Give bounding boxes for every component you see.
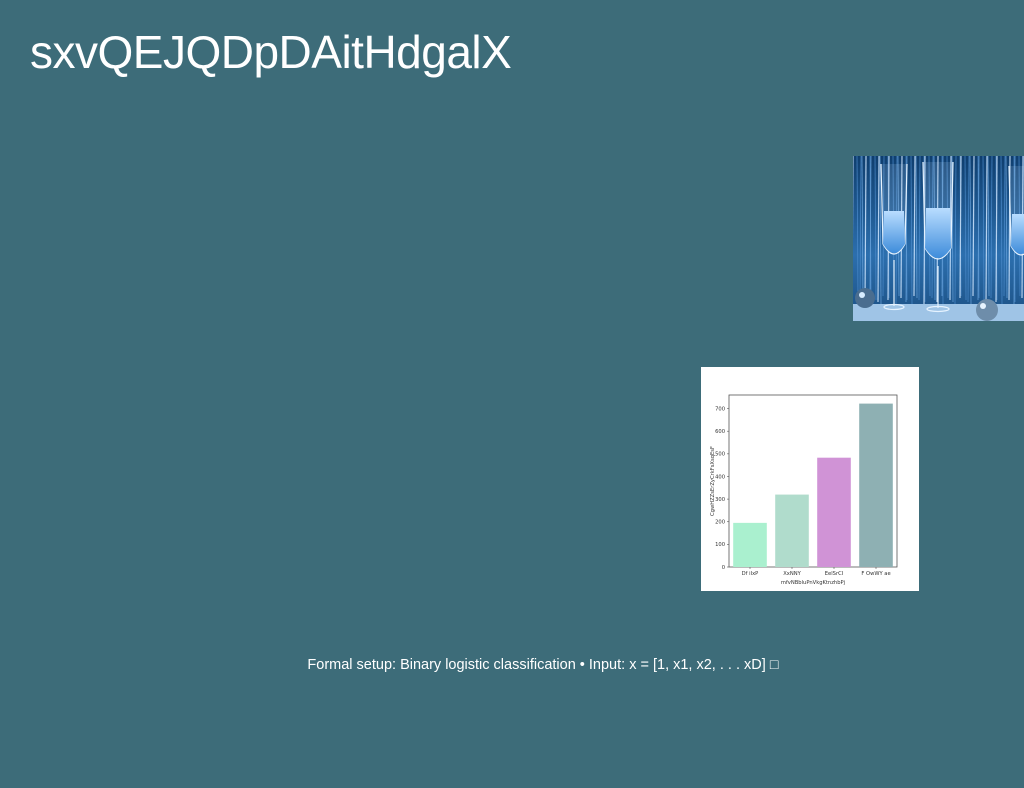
y-tick-label: 300 [715,497,725,503]
x-category-label: EelSrCI [825,571,844,577]
x-category-label: F OwWY ae [861,571,890,577]
y-axis-label: CgwHZZsErZyCrkFsXsqEsF [710,446,716,516]
y-tick-label: 700 [715,406,725,412]
bar-chart-card: 0 100 200 300 400 500 600 700 Df iIxP XxNNY EelSr… [701,367,919,591]
y-tick-label: 100 [715,542,725,548]
plot-frame [728,394,898,568]
slide-caption: Formal setup: Binary logistic classifica… [307,657,779,673]
photo-illustration [853,156,1024,321]
x-axis-label: mfvNBbluPnVkgKtnzhbPj [781,580,845,586]
y-tick-label: 500 [715,452,725,458]
y-tick-label: 200 [715,520,725,526]
champagne-glasses-photo [853,156,1024,321]
bar-chart: 0 100 200 300 400 500 600 700 Df iIxP XxNNY EelSr… [710,394,898,586]
slide-title: sxvQEJQDpDAitHdgalX [30,26,512,78]
bar-2 [775,494,809,567]
bar-3 [817,457,851,567]
y-tick-label: 0 [722,565,725,571]
bar-4 [859,403,893,567]
bar-1 [733,522,767,567]
y-tick-label: 600 [715,429,725,435]
y-tick-label: 400 [715,474,725,480]
x-category-label: Df iIxP [742,571,759,577]
x-category-label: XxNNY [783,571,801,577]
